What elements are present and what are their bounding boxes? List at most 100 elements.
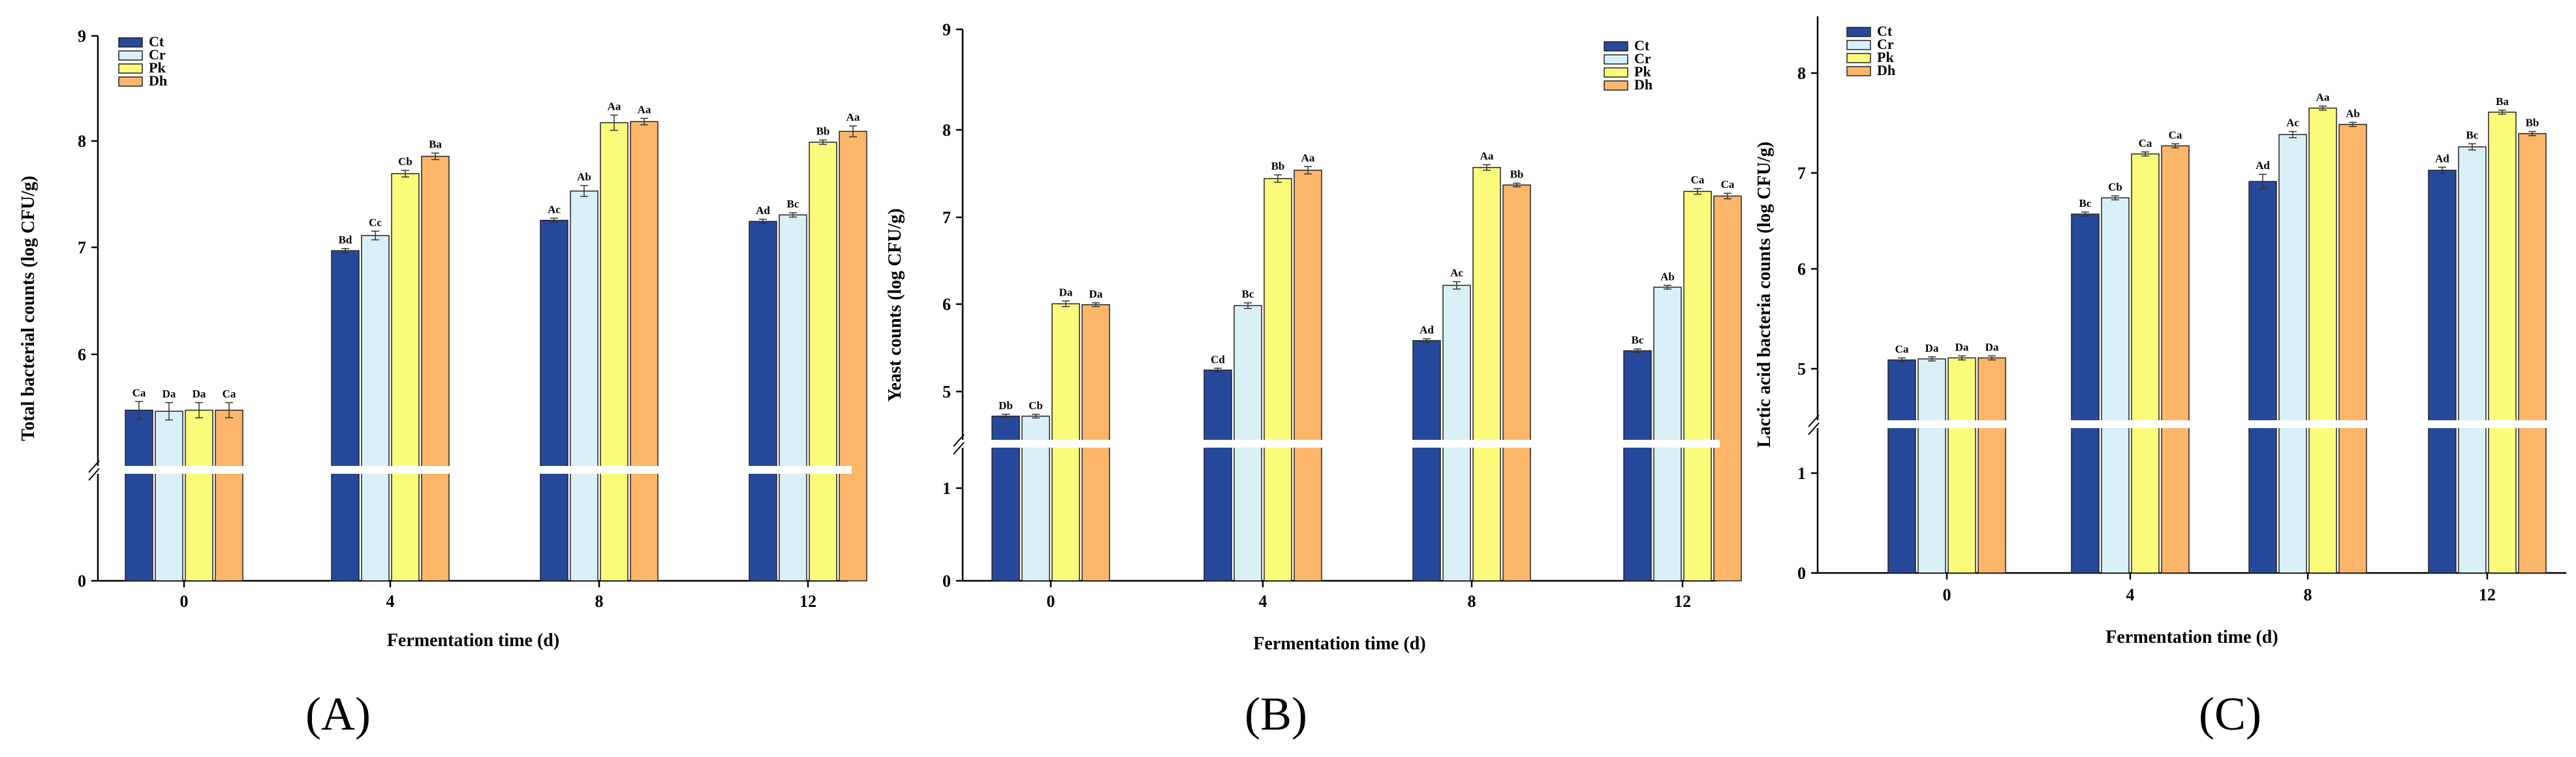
data-label: Ca xyxy=(223,388,236,400)
y-tick-label: 8 xyxy=(1797,64,1806,83)
bar-Pk-8 xyxy=(1472,166,1501,581)
y-axis-title: Yeast counts (log CFU/g) xyxy=(885,208,905,401)
x-tick-label: 0 xyxy=(1047,592,1055,611)
legend-label: Cr xyxy=(1634,50,1651,67)
data-label: Ba xyxy=(2496,95,2509,108)
y-tick-label: 7 xyxy=(942,208,951,227)
data-label: Bc xyxy=(787,198,799,210)
y-axis-title: Lactic acid bacteria counts (log CFU/g) xyxy=(1754,142,1775,448)
bar-Dh-12 xyxy=(2518,132,2547,574)
y-tick-label: 1 xyxy=(1797,464,1806,483)
panel-label: (C) xyxy=(2199,688,2261,740)
bar-Dh-8 xyxy=(630,121,659,581)
y-tick-label: 0 xyxy=(1797,564,1806,583)
data-label: Da xyxy=(163,388,176,400)
bar-Dh-8 xyxy=(2338,123,2367,574)
y-tick-label: 6 xyxy=(942,295,951,314)
bar-Cr-0 xyxy=(155,410,183,581)
data-label: Ca xyxy=(1721,178,1735,191)
data-label: Ac xyxy=(1450,267,1463,279)
legend-swatch-Pk xyxy=(1846,53,1871,63)
bar-Pk-4 xyxy=(1264,178,1292,581)
panel-label: (A) xyxy=(305,688,371,740)
axis-break-band xyxy=(85,466,852,474)
data-label: Ab xyxy=(2346,108,2360,120)
bar-Pk-4 xyxy=(391,173,420,581)
data-label: Bb xyxy=(816,125,830,138)
bar-Cr-12 xyxy=(779,214,807,581)
bar-Pk-0 xyxy=(185,409,213,581)
data-label: Cb xyxy=(1029,399,1043,412)
axis-break-band xyxy=(1805,420,2569,428)
bar-Ct-8 xyxy=(2248,181,2277,574)
x-axis-title: Fermentation time (d) xyxy=(1253,634,1425,654)
panel-label: (B) xyxy=(1245,688,1307,740)
legend-label: Ct xyxy=(1634,37,1650,54)
bar-Pk-12 xyxy=(2488,112,2517,574)
legend-swatch-Cr xyxy=(1846,40,1871,50)
data-label: Da xyxy=(1955,341,1969,353)
axis-break-mark xyxy=(953,442,965,455)
y-tick-label: 6 xyxy=(1797,260,1806,279)
data-label: Aa xyxy=(1480,149,1494,162)
bar-Cr-0 xyxy=(1917,358,1946,574)
legend-label: Cr xyxy=(1877,36,1894,52)
data-label: Ab xyxy=(577,170,591,183)
bar-Dh-0 xyxy=(1978,357,2006,574)
bar-Ct-4 xyxy=(1203,369,1232,581)
bar-Pk-8 xyxy=(600,122,628,581)
data-label: Aa xyxy=(2316,91,2330,104)
data-label: Ca xyxy=(1691,174,1705,186)
x-tick-label: 0 xyxy=(180,592,189,611)
x-axis-title: Fermentation time (d) xyxy=(387,630,559,651)
y-tick-label: 5 xyxy=(942,382,951,401)
bar-Ct-4 xyxy=(2071,213,2100,574)
data-label: Bb xyxy=(1271,160,1285,172)
data-label: Ca xyxy=(2139,137,2152,149)
data-label: Ab xyxy=(1660,270,1675,283)
x-tick-label: 8 xyxy=(2304,585,2312,604)
data-label: Bb xyxy=(2526,117,2539,129)
legend-label: Cr xyxy=(149,46,166,63)
data-label: Da xyxy=(1059,286,1073,298)
data-label: Bb xyxy=(1510,168,1524,181)
x-tick-label: 12 xyxy=(799,592,816,611)
axis-break-mark xyxy=(1808,414,1820,427)
legend-swatch-Dh xyxy=(1846,66,1871,76)
y-tick-label: 9 xyxy=(942,20,951,39)
legend-label: Ct xyxy=(149,33,164,50)
legend-swatch-Ct xyxy=(1604,41,1628,52)
chart-panel-1: 0 1 5 6 7 8 9 0 4 8 12 Db Cd Ad Bc Cb Bc Ac Ab Da Bb Aa Ca Da Aa… xyxy=(885,20,1742,740)
bar-Cr-12 xyxy=(1653,286,1682,581)
bar-Cr-12 xyxy=(2458,146,2487,574)
data-label: Da xyxy=(193,388,206,400)
legend-label: Pk xyxy=(1634,63,1651,80)
data-label: Bc xyxy=(2079,197,2092,209)
data-label: Ad xyxy=(2435,152,2449,164)
data-label: Da xyxy=(1089,288,1103,300)
y-tick-label: 5 xyxy=(1797,360,1806,379)
y-tick-label: 0 xyxy=(942,572,951,591)
legend-label: Dh xyxy=(1877,62,1895,78)
bar-Pk-12 xyxy=(809,142,837,581)
bar-Dh-4 xyxy=(2161,145,2190,574)
chart-panel-0: 0 6 7 8 9 0 4 8 12 Ca Bd Ac Ad Da Cc Ab Bc Da Cb Aa Bb Ca Ba Aa… xyxy=(18,27,867,740)
x-tick-label: 12 xyxy=(2479,585,2496,604)
data-label: Ca xyxy=(2169,129,2182,141)
legend-swatch-Cr xyxy=(1604,54,1628,65)
data-label: Ca xyxy=(132,386,146,399)
data-label: Aa xyxy=(638,103,651,116)
data-label: Cc xyxy=(369,216,382,228)
x-tick-label: 8 xyxy=(595,592,604,611)
bar-Dh-12 xyxy=(1713,195,1742,581)
legend-label: Pk xyxy=(149,59,166,76)
bar-Ct-0 xyxy=(125,409,153,581)
data-label: Db xyxy=(999,399,1013,412)
data-label: Ca xyxy=(1895,343,1909,355)
x-tick-label: 4 xyxy=(2126,585,2135,604)
y-tick-label: 9 xyxy=(78,27,86,46)
bar-Ct-12 xyxy=(749,221,777,581)
x-tick-label: 8 xyxy=(1468,592,1476,611)
data-label: Ad xyxy=(1420,324,1434,336)
